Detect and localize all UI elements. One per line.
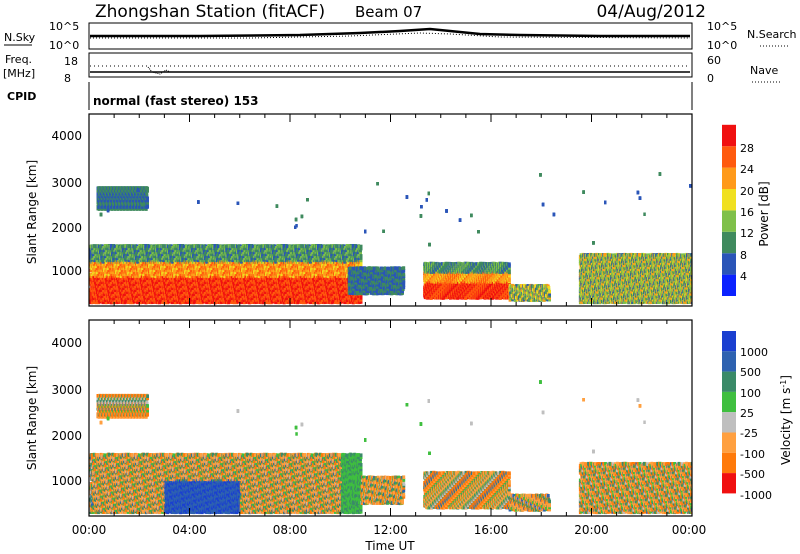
freq-label: Freq.: [5, 53, 32, 66]
freq-unit: [MHz]: [3, 67, 35, 80]
nave-dip: [147, 66, 171, 75]
n-search-trace: [90, 32, 691, 39]
noise-panel-frame: [88, 22, 693, 50]
station-title: Zhongshan Station (fitACF): [95, 2, 325, 22]
n-search-label: N.Search: [747, 28, 797, 41]
power-echo-cell: [104, 300, 108, 305]
cpid-text: normal (fast stereo) 153: [93, 94, 259, 108]
cpid-label: CPID: [7, 90, 36, 103]
freq-panel-frame: [88, 52, 693, 78]
n-search-tick-top: 10^5: [707, 20, 737, 33]
nave-tick-bottom: 0: [707, 72, 714, 85]
n-sky-label: N.Sky: [4, 31, 36, 44]
n-sky-tick-bottom: 10^0: [49, 39, 79, 52]
freq-tick-bottom: 8: [64, 72, 71, 85]
n-sky-tick-top: 10^5: [49, 20, 79, 33]
n-search-tick-bottom: 10^0: [707, 39, 737, 52]
power-echo-cell: [90, 272, 94, 277]
freq-tick-top: 18: [64, 55, 78, 68]
date-label: 04/Aug/2012: [596, 2, 706, 22]
beam-label: Beam 07: [355, 3, 422, 21]
power-scatter-layer: [89, 172, 692, 305]
nave-label: Nave: [750, 64, 778, 77]
nave-tick-top: 60: [707, 54, 721, 67]
n-sky-trace: [90, 27, 690, 38]
power-echo-cell: [107, 300, 110, 304]
